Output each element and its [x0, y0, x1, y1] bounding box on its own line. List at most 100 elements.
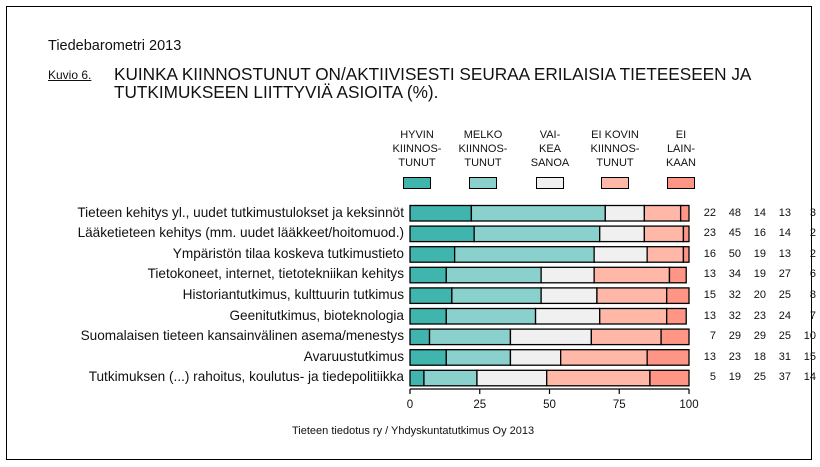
value-label: 10 — [803, 330, 816, 343]
chart-frame — [6, 6, 812, 460]
bar-segment — [409, 307, 447, 325]
legend-label-line: MELKO — [463, 129, 503, 141]
legend-label-line: KAAN — [666, 157, 696, 169]
bar-segment — [646, 349, 690, 366]
legend-swatch — [667, 177, 695, 189]
legend-swatch — [536, 177, 564, 189]
value-label: 2 — [809, 247, 816, 260]
bar-segment — [409, 328, 431, 346]
value-label: 29 — [753, 330, 766, 343]
value-label: 32 — [728, 309, 741, 322]
legend-label-line: TUNUT — [398, 157, 436, 169]
category-label: Geenitutkimus, bioteknologia — [229, 307, 404, 323]
legend-label: EI LAIN- KAAN — [648, 128, 714, 170]
bar-row — [409, 266, 687, 284]
value-label: 45 — [728, 227, 741, 240]
value-label: 6 — [809, 268, 816, 281]
value-label: 23 — [753, 309, 766, 322]
legend-label: VAI- KEA SANOA — [517, 128, 583, 170]
bar-segment — [509, 328, 593, 346]
bar-segment — [409, 349, 447, 366]
bar-segment — [560, 349, 648, 366]
value-label: 50 — [728, 247, 741, 260]
category-label: Tutkimuksen (...) rahoitus, koulutus- ja… — [88, 369, 404, 385]
value-label: 19 — [753, 268, 766, 281]
source-note: Tieteen tiedotus ry / Yhdyskuntatutkimus… — [292, 425, 535, 437]
value-label: 25 — [753, 371, 766, 384]
category-label: Lääketieteen kehitys (mm. uudet lääkkeet… — [77, 225, 404, 241]
bar-segment — [646, 246, 685, 263]
value-label: 15 — [803, 350, 816, 363]
value-label: 13 — [703, 350, 716, 363]
x-tick-label: 25 — [473, 399, 486, 411]
legend-label-line: KIINNOS- — [392, 143, 442, 155]
bar-segment — [476, 369, 548, 387]
value-label: 15 — [703, 288, 716, 301]
category-label: Suomalaisen tieteen kansainvälinen asema… — [80, 328, 404, 344]
legend-label-line: TUNUT — [596, 157, 634, 169]
bar-segment — [445, 307, 537, 325]
bar-segment — [649, 369, 690, 387]
bar-row — [409, 204, 690, 222]
bar-segment — [604, 204, 646, 222]
bar-segment — [596, 287, 668, 305]
legend-label-line: SANOA — [530, 157, 570, 169]
bar-segment — [540, 287, 598, 305]
bar-segment — [593, 266, 671, 284]
value-label: 19 — [753, 247, 766, 260]
bar-segment — [409, 225, 475, 243]
bar-segment — [509, 349, 562, 366]
bar-segment — [590, 328, 662, 346]
category-label: Ympäristön tilaa koskeva tutkimustieto — [172, 245, 404, 261]
bar-segment — [546, 369, 651, 387]
bar-row — [409, 287, 690, 305]
legend-label-line: KIINNOS- — [590, 143, 640, 155]
x-tick-label: 50 — [543, 399, 556, 411]
value-label: 19 — [728, 371, 741, 384]
bar-segment — [643, 204, 682, 222]
legend-swatch — [469, 177, 497, 189]
value-label: 7 — [709, 330, 716, 343]
value-label: 13 — [778, 247, 791, 260]
value-label: 25 — [778, 330, 791, 343]
bar-segment — [679, 204, 690, 222]
figure-label: Kuvio 6. — [48, 68, 92, 82]
value-label: 18 — [753, 350, 766, 363]
bar-segment — [682, 246, 690, 263]
legend-label-line: KEA — [538, 143, 561, 155]
value-label: 14 — [753, 206, 766, 219]
value-label: 20 — [753, 288, 766, 301]
value-label: 3 — [809, 206, 816, 219]
category-label: Tietokoneet, internet, tietotekniikan ke… — [147, 266, 404, 282]
bar-segment — [534, 307, 601, 325]
x-tick-label: 75 — [613, 399, 626, 411]
legend-label: HYVIN KIINNOS- TUNUT — [384, 128, 450, 170]
value-label: 8 — [809, 288, 816, 301]
bar-segment — [470, 204, 606, 222]
bar-segment — [682, 225, 690, 243]
category-label: Avaruustutkimus — [303, 348, 404, 364]
bar-segment — [445, 266, 542, 284]
bar-segment — [428, 328, 512, 346]
bar-segment — [409, 369, 425, 387]
value-label: 13 — [778, 206, 791, 219]
value-label: 25 — [778, 288, 791, 301]
value-label: 31 — [778, 350, 791, 363]
value-label: 14 — [803, 371, 816, 384]
bar-segment — [599, 225, 646, 243]
legend-label-line: LAIN- — [666, 143, 696, 155]
bar-segment — [599, 307, 668, 325]
value-label: 14 — [778, 227, 791, 240]
value-label: 23 — [728, 350, 741, 363]
legend-label-line: HYVIN — [400, 129, 434, 141]
value-label: 32 — [728, 288, 741, 301]
legend-swatch — [601, 177, 629, 189]
legend-label: EI KOVIN KIINNOS- TUNUT — [582, 128, 648, 170]
value-label: 5 — [709, 371, 716, 384]
x-tick-label: 0 — [407, 399, 413, 411]
bar-segment — [453, 246, 595, 263]
legend-label-line: EI — [675, 129, 687, 141]
bar-segment — [593, 246, 648, 263]
bar-segment — [473, 225, 601, 243]
